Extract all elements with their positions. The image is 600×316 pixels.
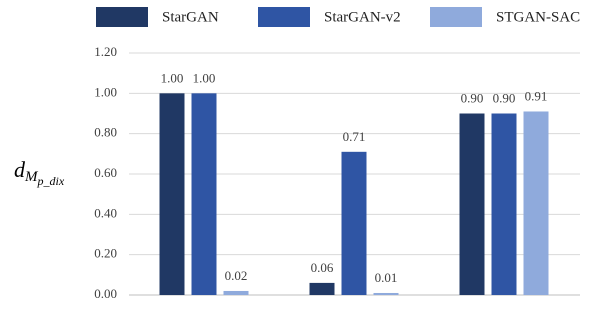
y-axis-label: dMp_dix xyxy=(14,157,65,188)
y-tick-label: 0.20 xyxy=(94,246,117,261)
bar xyxy=(523,111,549,295)
legend-swatch xyxy=(430,7,482,27)
bar xyxy=(191,93,217,295)
value-label: 0.91 xyxy=(525,88,548,103)
value-label: 1.00 xyxy=(161,70,184,85)
y-tick-label: 1.00 xyxy=(94,84,117,99)
legend-label: StarGAN-v2 xyxy=(324,9,401,25)
y-tick-label: 0.00 xyxy=(94,286,117,301)
y-label-subsub: p_dix xyxy=(37,174,65,188)
value-label: 0.02 xyxy=(225,268,248,283)
bar xyxy=(459,113,485,295)
value-label: 0.90 xyxy=(461,90,484,105)
y-tick-label: 0.80 xyxy=(94,125,117,140)
bar xyxy=(223,290,249,295)
value-label: 0.06 xyxy=(311,260,334,275)
bar xyxy=(159,93,185,295)
y-label-sub: M xyxy=(24,169,39,185)
bar xyxy=(341,151,367,295)
legend-swatch xyxy=(96,7,148,27)
value-label: 0.90 xyxy=(493,90,516,105)
value-label: 0.01 xyxy=(375,270,398,285)
y-tick-label: 0.40 xyxy=(94,205,117,220)
value-label: 1.00 xyxy=(193,70,216,85)
y-tick-label: 1.20 xyxy=(94,44,117,59)
legend-label: StarGAN xyxy=(162,9,219,25)
bar xyxy=(373,292,399,295)
legend-label: STGAN-SAC xyxy=(496,9,580,25)
bar xyxy=(491,113,517,295)
bar xyxy=(309,282,335,295)
legend-swatch xyxy=(258,7,310,27)
value-label: 0.71 xyxy=(343,129,366,144)
y-label-base: d xyxy=(14,157,26,182)
y-tick-label: 0.60 xyxy=(94,165,117,180)
